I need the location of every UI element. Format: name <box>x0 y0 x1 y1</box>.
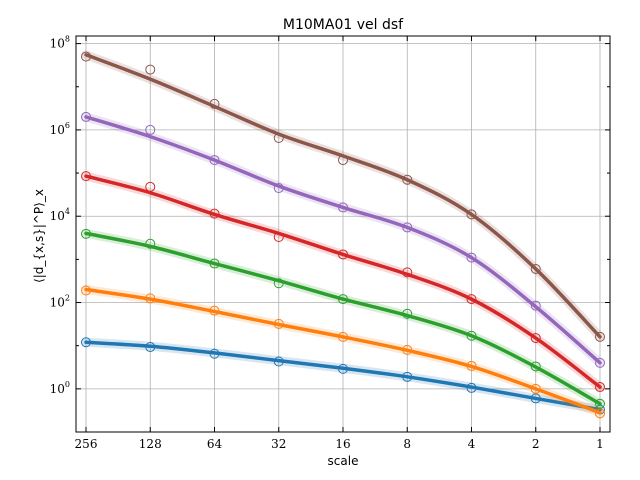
series-5-point <box>209 155 220 166</box>
series-2 <box>81 285 605 419</box>
series-6-point <box>466 209 477 220</box>
series-1 <box>81 337 605 415</box>
series-6-point <box>145 64 156 75</box>
series-3-point <box>273 278 284 289</box>
x-tick-label: 1 <box>596 437 604 451</box>
series-6-point <box>81 51 91 62</box>
series-2-point <box>81 285 91 296</box>
series-1-point <box>81 337 91 348</box>
series-3-line <box>84 231 602 406</box>
series-5-point <box>402 222 413 233</box>
series-4-point <box>595 382 605 393</box>
series-5-point <box>81 111 91 122</box>
x-tick-label: 16 <box>335 437 350 451</box>
series-4-point <box>338 249 348 260</box>
series-5 <box>81 111 605 368</box>
series-3-point <box>402 308 413 319</box>
x-tick-label: 8 <box>403 437 411 451</box>
series-3-point <box>466 330 477 341</box>
y-tick-label: 100 <box>50 380 70 396</box>
series-1-point <box>209 348 220 359</box>
series-2-point <box>145 293 156 304</box>
series-3-point <box>530 361 541 372</box>
series-4-point <box>145 181 156 192</box>
series-6-point <box>402 174 413 185</box>
series-1-point <box>466 382 477 393</box>
series-1-point <box>338 363 348 374</box>
series-6-point <box>273 132 284 143</box>
ticks: 256 128 64 32 16 8 4 2 1 100 102 104 106 108 <box>50 35 610 451</box>
series-2-point <box>402 344 413 355</box>
series-3 <box>81 228 605 409</box>
y-tick-label: 102 <box>50 294 70 310</box>
series-2-line <box>84 287 602 415</box>
series-4-point <box>402 267 413 278</box>
series-1-point <box>402 371 413 382</box>
x-tick-label: 2 <box>532 437 540 451</box>
x-tick-label: 256 <box>75 437 98 451</box>
y-tick-label: 108 <box>50 35 70 51</box>
series-4-point <box>81 171 91 182</box>
series-5-point <box>595 357 605 368</box>
series-3-point <box>338 294 348 305</box>
series-5-point <box>145 124 156 135</box>
series-5-point <box>530 300 541 311</box>
x-tick-label: 4 <box>468 437 476 451</box>
series-6-point <box>595 331 605 342</box>
series-5-line <box>84 115 602 365</box>
y-tick-label: 106 <box>50 121 70 137</box>
series-4 <box>81 171 605 393</box>
series-4-line <box>84 174 602 389</box>
chart-title: M10MA01 vel dsf <box>283 17 404 33</box>
series-4-point <box>273 232 284 243</box>
series-4-point <box>209 208 220 219</box>
x-tick-label: 32 <box>271 437 286 451</box>
series-2-point <box>466 360 477 371</box>
y-tick-label: 104 <box>50 207 70 223</box>
series-2-point <box>338 331 348 342</box>
series-4-point <box>466 294 477 305</box>
series-2-point <box>595 408 605 419</box>
series-6-point <box>530 263 541 274</box>
x-axis-label: scale <box>328 454 359 468</box>
x-tick-label: 128 <box>139 437 162 451</box>
series-4-point <box>530 333 541 344</box>
x-tick-label: 64 <box>207 437 223 451</box>
series-3-point <box>595 398 605 409</box>
series-3-point <box>209 258 220 269</box>
series-1-point <box>145 342 156 353</box>
series-1-point <box>530 393 541 404</box>
series-layer <box>81 50 605 419</box>
series-3-point <box>145 238 156 249</box>
series-5-point <box>466 252 477 263</box>
series-3-point <box>81 228 91 239</box>
series-2-point <box>209 305 220 316</box>
series-2-point <box>530 383 541 394</box>
series-2-point <box>273 318 284 329</box>
series-6-point <box>338 155 348 166</box>
series-1-line <box>84 340 602 412</box>
series-5-point <box>273 183 284 194</box>
series-1-point <box>273 356 284 367</box>
series-6 <box>81 50 605 342</box>
series-6-point <box>209 98 220 109</box>
y-axis-label: ⟨|d_{x,s}|^P⟩_x <box>32 189 46 283</box>
series-5-point <box>338 202 348 213</box>
